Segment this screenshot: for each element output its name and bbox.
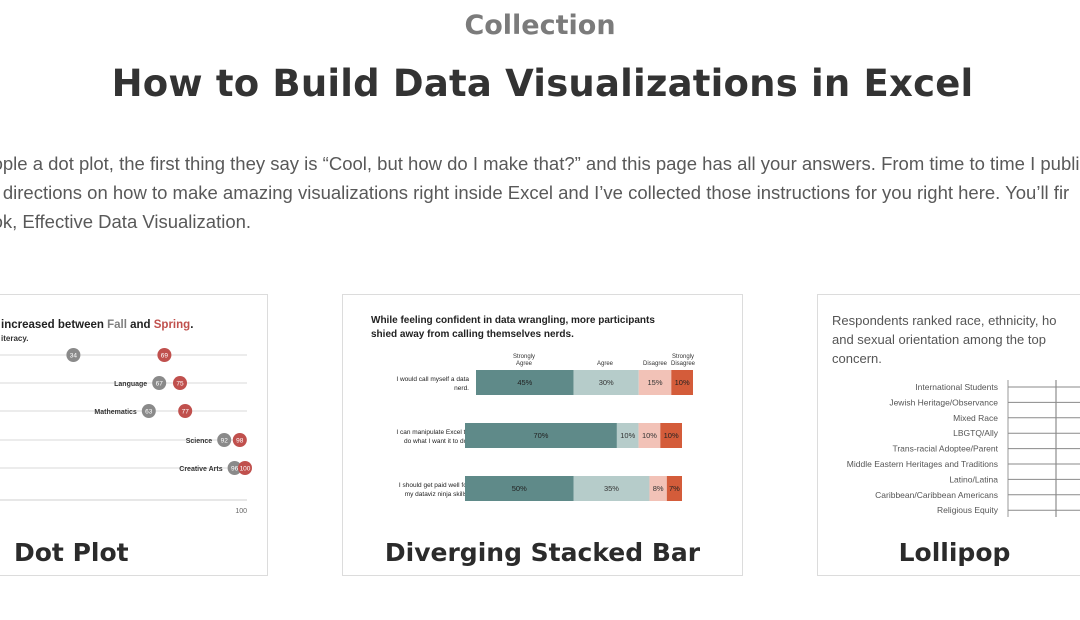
category-label: Latino/Latina [949, 474, 998, 484]
card-title[interactable]: Diverging Stacked Bar [384, 538, 701, 567]
segment-value: 30% [599, 378, 614, 387]
bar-segment [660, 423, 682, 448]
spring-value: 69 [161, 353, 169, 360]
fall-value: 63 [145, 409, 153, 416]
fall-value: 96 [231, 466, 239, 473]
segment-value: 10% [642, 431, 657, 440]
thumb-title-line: concern. [832, 351, 882, 366]
row-label: Science [186, 438, 213, 445]
diverging-rows: I would call myself a data nerd. 45% 30% 15%… [396, 370, 693, 501]
bar-segment [616, 423, 639, 448]
bar-segment [573, 476, 650, 501]
segment-value: 10% [620, 431, 635, 440]
bar-segment [476, 370, 574, 395]
card-dot-plot[interactable]: increased between Fall and Spring. itera… [0, 294, 268, 576]
category-label: Mixed Race [953, 413, 998, 423]
row-label: I would call myself a data [396, 376, 469, 383]
category-label: Trans-racial Adoptee/Parent [892, 444, 998, 454]
spring-dot [173, 376, 187, 390]
bar-segment [465, 423, 617, 448]
row-label: I can manipulate Excel to [396, 429, 469, 436]
segment-value: 35% [604, 484, 619, 493]
collection-eyebrow: Collection [464, 10, 616, 41]
fall-dot [66, 348, 81, 362]
row-label: Creative Arts [179, 466, 222, 473]
spring-dot [157, 348, 172, 362]
spring-dot [232, 433, 247, 447]
segment-value: 15% [648, 378, 663, 387]
thumb-title-line: While feeling confident in data wranglin… [371, 315, 655, 326]
bar-segment [649, 476, 667, 501]
segment-value: 7% [669, 484, 680, 493]
intro-line: people a dot plot, the first thing they … [0, 153, 1080, 174]
row-label: Language [114, 381, 147, 388]
spring-value: 77 [182, 409, 190, 416]
spring-dot [238, 461, 252, 475]
thumb-title-line: and sexual orientation among the top [832, 332, 1046, 347]
category-label: Jewish Heritage/Observance [889, 397, 998, 407]
lollipop-rows: International Students Jewish Heritage/Ob… [847, 382, 1080, 515]
thumb-title: increased between Fall and Spring. [1, 319, 193, 331]
page-title: How to Build Data Visualizations in Exce… [111, 62, 974, 105]
bar-segment [638, 370, 672, 395]
fall-dot [217, 433, 232, 447]
header-strongly-agree: Strongly [513, 354, 535, 360]
category-label: LBGTQ/Ally [953, 428, 999, 438]
fall-value: 34 [70, 353, 78, 360]
segment-value: 50% [512, 484, 527, 493]
card-title[interactable]: Dot Plot [14, 538, 129, 567]
header-disagree: Disagree [643, 361, 668, 367]
segment-value: 10% [664, 431, 679, 440]
header-agree: Agree [597, 361, 614, 367]
row-label: nerd. [454, 385, 469, 392]
category-label: Caribbean/Caribbean Americans [875, 490, 998, 500]
spring-value: 75 [176, 381, 184, 388]
category-label: International Students [915, 382, 998, 392]
spring-dot [178, 404, 193, 418]
axis-tick-100: 100 [235, 508, 247, 515]
spring-value: 98 [236, 438, 244, 445]
row-label: my dataviz ninja skills. [405, 491, 469, 498]
spring-value: 100 [240, 466, 251, 473]
segment-value: 8% [653, 484, 664, 493]
lollipop-thumbnail: Respondents ranked race, ethnicity, ho a… [832, 313, 1080, 517]
bar-segment [671, 370, 693, 395]
segment-value: 10% [675, 378, 690, 387]
fall-dot [152, 376, 167, 390]
card-title[interactable]: Lollipop [898, 538, 1011, 567]
thumb-title-line: Respondents ranked race, ethnicity, ho [832, 313, 1057, 328]
bar-segment [666, 476, 682, 501]
card-lollipop[interactable]: Respondents ranked race, ethnicity, ho a… [817, 294, 1080, 576]
intro-line: tep directions on how to make amazing vi… [0, 182, 1070, 203]
header-strongly-disagree: Strongly [672, 354, 694, 360]
fall-value: 92 [221, 438, 229, 445]
thumb-subtitle: iteracy. [1, 334, 28, 343]
row-label: do what I want it to do. [404, 438, 469, 445]
bar-segment [638, 423, 661, 448]
fall-dot [227, 461, 242, 475]
thumb-title-line: shied away from calling themselves nerds… [371, 329, 574, 340]
fall-value: 67 [156, 381, 164, 388]
segment-value: 70% [533, 431, 548, 440]
category-label: Middle Eastern Heritages and Traditions [847, 459, 998, 469]
segment-value: 45% [517, 378, 532, 387]
category-label: Religious Equity [937, 505, 999, 515]
dot-rows: 34 69 Language 67 75 Mathematics 63 77 Science 92… [0, 348, 252, 501]
card-diverging-stacked-bar[interactable]: While feeling confident in data wranglin… [342, 294, 743, 576]
header-strongly-agree: Agree [516, 361, 533, 367]
dot-plot-thumbnail: increased between Fall and Spring. itera… [0, 319, 252, 515]
fall-dot [141, 404, 156, 418]
row-label: I should get paid well for [399, 482, 470, 489]
bar-segment [465, 476, 574, 501]
row-label: Mathematics [94, 409, 137, 416]
intro-line: book, Effective Data Visualization. [0, 211, 252, 232]
diverging-bar-thumbnail: While feeling confident in data wranglin… [371, 315, 696, 501]
bar-segment [573, 370, 639, 395]
header-strongly-disagree: Disagree [671, 361, 696, 367]
